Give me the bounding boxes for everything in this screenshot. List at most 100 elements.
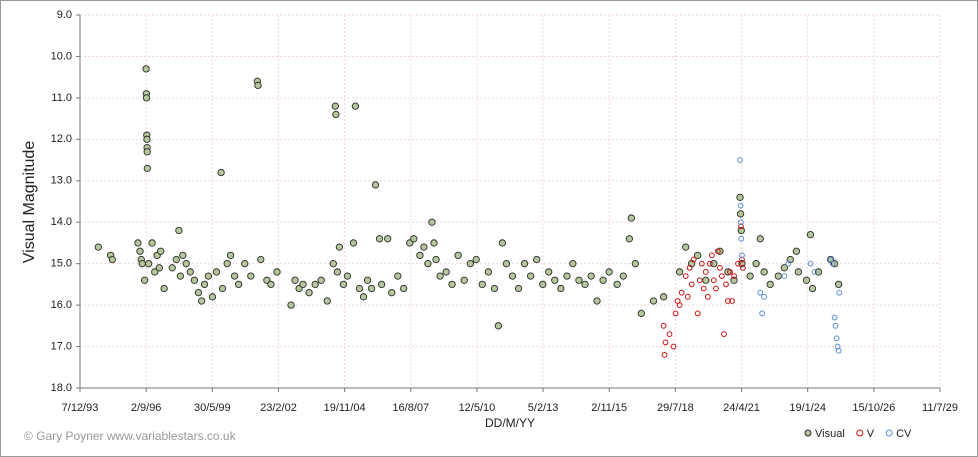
data-point (802, 276, 811, 284)
data-point (599, 276, 607, 284)
y-tick-label: 15.0 (51, 258, 72, 270)
x-tick-label: 29/7/18 (657, 402, 694, 414)
data-point (761, 293, 768, 300)
data-point (349, 239, 358, 247)
data-point (179, 251, 187, 260)
data-point (694, 310, 701, 317)
data-point (710, 277, 717, 284)
y-tick-label: 14.0 (51, 216, 72, 228)
data-point (675, 268, 684, 276)
legend-marker (885, 429, 893, 437)
data-point (806, 231, 815, 239)
data-point (472, 255, 480, 264)
data-point (830, 260, 839, 268)
data-point (241, 260, 249, 268)
x-axis-title: DD/M/YY (485, 416, 535, 430)
data-point (234, 280, 243, 289)
data-point (299, 280, 307, 289)
data-point (727, 269, 733, 275)
data-point (649, 297, 658, 305)
data-point (359, 293, 368, 301)
data-point (226, 251, 235, 260)
data-point (343, 272, 352, 280)
data-point (725, 298, 731, 304)
data-point (690, 256, 697, 263)
legend-label: CV (896, 428, 912, 440)
data-point (682, 243, 690, 251)
data-point (718, 273, 725, 280)
data-point (662, 339, 669, 346)
data-point (731, 273, 737, 280)
data-point (367, 284, 376, 293)
data-point (143, 148, 151, 156)
x-tick-label: 12/5/10 (459, 402, 496, 414)
data-point (781, 273, 788, 280)
data-point (807, 260, 814, 267)
data-point (430, 239, 438, 247)
data-point (175, 226, 183, 235)
data-point (729, 298, 735, 304)
data-point (739, 252, 745, 259)
data-point (332, 110, 340, 119)
data-point (709, 252, 715, 259)
data-point (575, 276, 583, 284)
data-point (204, 272, 213, 280)
data-point (661, 351, 668, 358)
data-point (208, 293, 217, 301)
data-point (323, 297, 331, 305)
data-point (811, 269, 818, 275)
data-point (94, 243, 102, 251)
data-point (792, 247, 801, 255)
data-point (143, 164, 151, 172)
data-point (257, 255, 265, 264)
data-point (155, 264, 163, 272)
x-tick-label: 16/8/07 (392, 402, 429, 414)
data-point (416, 251, 424, 260)
data-point (563, 272, 571, 280)
data-point (625, 235, 633, 243)
data-point (774, 272, 782, 280)
y-tick-label: 12.0 (51, 133, 72, 145)
data-point (587, 272, 595, 280)
data-point (717, 264, 723, 271)
data-point (780, 264, 789, 272)
data-point (339, 280, 348, 289)
data-point (539, 280, 547, 289)
data-point (200, 280, 209, 289)
data-point (759, 310, 766, 317)
data-point (377, 280, 386, 289)
data-point (637, 309, 645, 318)
y-tick-label: 10.0 (51, 50, 72, 62)
data-point (186, 268, 194, 276)
data-point (230, 272, 239, 280)
data-point (142, 94, 151, 102)
data-point (676, 302, 683, 309)
y-tick-label: 18.0 (51, 382, 72, 394)
data-point (172, 255, 180, 264)
data-point (355, 284, 364, 293)
data-point (218, 284, 227, 293)
data-point (712, 285, 719, 292)
data-point (494, 322, 503, 330)
x-tick-label: 24/4/21 (723, 402, 760, 414)
data-point (108, 255, 116, 264)
data-point (760, 268, 768, 276)
data-point (533, 255, 541, 264)
data-point (666, 331, 673, 338)
data-point (335, 243, 344, 251)
data-point (305, 289, 313, 297)
data-point (702, 269, 709, 275)
data-point (448, 280, 456, 289)
data-point (442, 268, 450, 276)
data-point (613, 280, 621, 289)
data-point (508, 272, 517, 280)
data-point (484, 268, 493, 276)
data-point (134, 239, 142, 247)
data-point (678, 289, 685, 296)
x-tick-label: 23/2/02 (260, 402, 297, 414)
data-point (829, 260, 836, 267)
y-tick-label: 17.0 (51, 340, 72, 352)
data-point (145, 260, 153, 268)
